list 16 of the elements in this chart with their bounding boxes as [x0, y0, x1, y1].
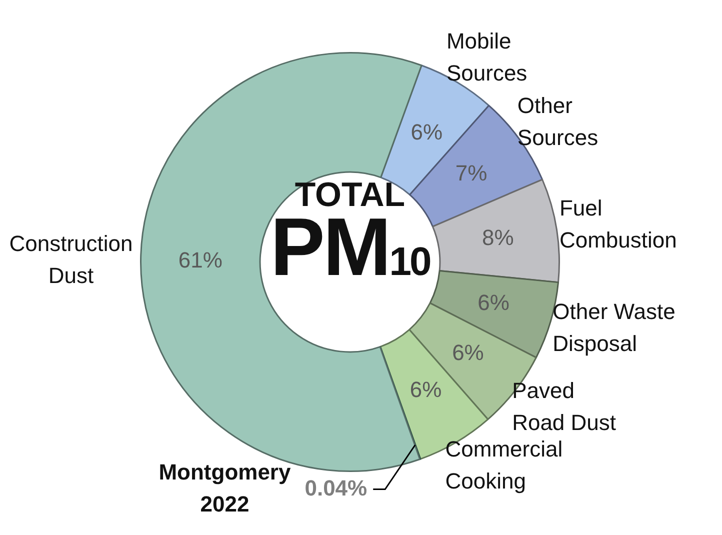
data-label: 0.04%	[304, 475, 368, 500]
slice-label: Fuel Combustion	[559, 196, 677, 253]
slice-label: Montgomery 2022	[158, 459, 292, 516]
slice-label: Construction Dust	[9, 231, 133, 288]
data-label: 7%	[455, 160, 488, 186]
slice-label: Mobile Sources	[446, 28, 528, 86]
data-label: 6%	[410, 377, 442, 402]
data-label: 6%	[410, 120, 442, 145]
data-label: 6%	[452, 340, 484, 366]
slice-label: Other Sources	[517, 93, 598, 150]
data-label: 8%	[482, 225, 514, 250]
data-label: 6%	[478, 290, 510, 316]
slice-label: Paved Road Dust	[512, 378, 616, 435]
slice-label: Commercial Cooking	[445, 436, 563, 494]
slice-label: Other Waste Disposal	[552, 298, 676, 356]
data-label: 61%	[178, 247, 222, 272]
